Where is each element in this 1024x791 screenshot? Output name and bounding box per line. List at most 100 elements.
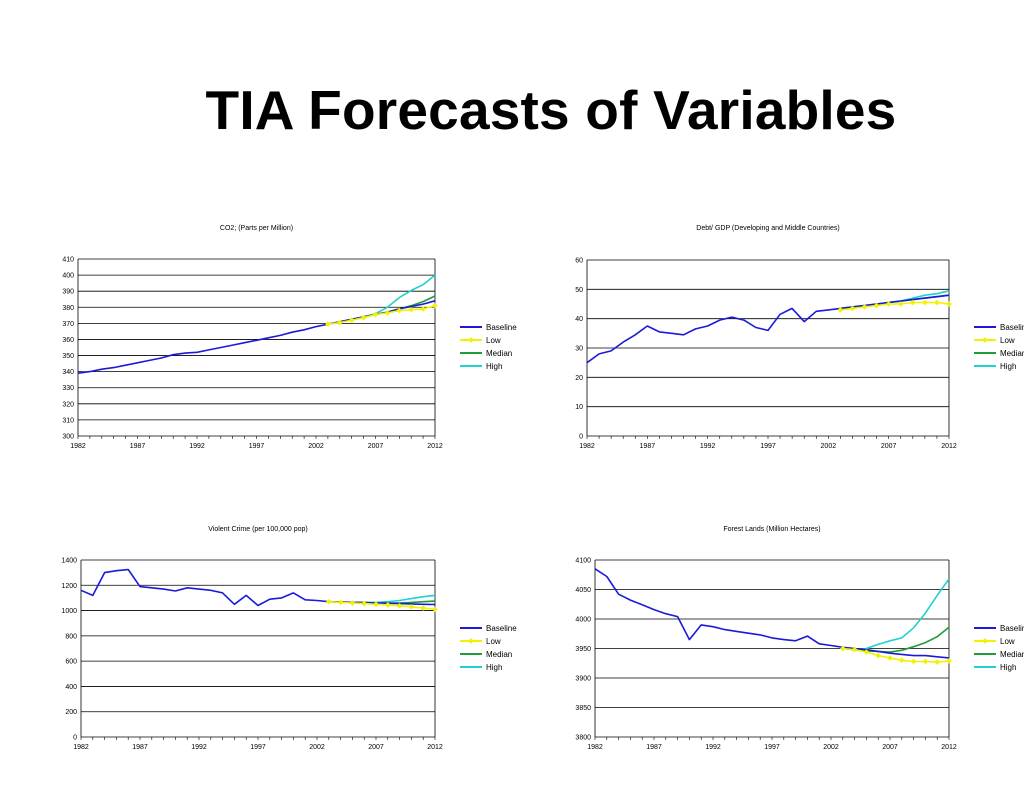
y-tick-label: 340 [62,369,74,376]
series-marker-low [909,299,916,306]
series-marker-low [898,657,905,664]
chart-title: Debt/ GDP (Developing and Middle Countri… [696,225,839,232]
series-marker-low [432,606,438,613]
series-line-baseline [594,568,843,649]
legend-label: High [486,663,502,672]
x-tick-label: 1987 [640,443,656,450]
y-tick-label: 1000 [61,608,77,615]
series-marker-low [922,299,928,306]
chart-forest-lands: Forest Lands (Million Hectares) 3800 3850 3… [560,521,1024,761]
legend-label: Baseline [486,323,517,332]
legend-label: Low [486,336,501,345]
chart-debt-gdp: Debt/ GDP (Developing and Middle Countri… [560,220,1024,460]
series-marker-low [837,307,844,313]
y-tick-label: 4050 [575,587,591,594]
chart-title: Violent Crime (per 100,000 pop) [208,526,307,533]
series-line-low [328,600,436,611]
x-tick-label: 1987 [132,744,148,751]
x-tick-label: 1992 [700,443,716,450]
series-marker-low [861,304,868,310]
y-tick-label: 360 [62,337,74,344]
y-tick-label: 400 [62,273,74,280]
y-tick-label: 200 [65,709,77,716]
legend-label: Median [486,349,512,358]
x-tick-label: 1992 [705,744,721,751]
legend-label: Median [1000,650,1024,659]
y-tick-label: 3950 [575,646,591,653]
slide-title: TIA Forecasts of Variables [205,79,897,141]
legend-label: Baseline [1000,624,1024,633]
series-line-low [327,304,436,325]
series-line-low [842,647,950,663]
y-tick-label: 310 [62,417,74,424]
legend-marker-low [982,337,988,343]
series-marker-low [839,645,846,652]
y-tick-label: 20 [575,375,583,382]
series-marker-low [384,602,391,608]
legend-marker-low [468,337,474,343]
x-tick-label: 2012 [941,443,957,450]
x-tick-label: 2002 [308,443,324,450]
y-tick-label: 300 [62,434,74,441]
y-tick-label: 600 [65,659,77,666]
legend-label: Median [1000,349,1024,358]
x-tick-label: 1982 [73,744,89,751]
y-tick-label: 410 [62,257,74,264]
y-tick-label: 3900 [575,676,591,683]
x-tick-label: 1992 [191,744,207,751]
y-tick-label: 40 [575,316,583,323]
y-tick-label: 1400 [61,558,77,565]
chart-violent-crime: Violent Crime (per 100,000 pop) 0 200 400 60… [48,521,538,761]
legend-marker-low [982,638,988,644]
y-tick-label: 380 [62,305,74,312]
legend-label: Median [486,650,512,659]
series-marker-low [325,598,332,605]
x-tick-label: 1982 [587,744,603,751]
legend-label: Low [1000,637,1015,646]
series-marker-low [946,301,952,307]
x-tick-label: 1997 [760,443,776,450]
legend-label: High [1000,362,1016,371]
series-line-baseline [840,294,950,310]
series-line-baseline [586,307,841,364]
y-tick-label: 3800 [575,735,591,742]
series-line-baseline [327,300,436,325]
series-line-high [327,274,436,325]
y-tick-label: 0 [579,434,583,441]
y-tick-label: 330 [62,385,74,392]
x-tick-label: 2007 [882,744,898,751]
x-tick-label: 1982 [579,443,595,450]
series-marker-low [325,321,331,327]
y-tick-label: 350 [62,353,74,360]
y-tick-label: 4100 [575,558,591,565]
legend-label: Low [1000,336,1015,345]
y-tick-label: 400 [65,684,77,691]
series-marker-low [875,652,882,659]
x-tick-label: 1997 [249,443,265,450]
series-marker-low [885,301,892,307]
series-marker-low [910,658,917,665]
series-marker-low [373,601,379,608]
y-tick-label: 30 [575,346,583,353]
series-marker-low [934,659,941,665]
x-tick-label: 2002 [309,744,325,751]
x-tick-label: 1987 [646,744,662,751]
y-tick-label: 60 [575,258,583,265]
legend-label: Baseline [1000,323,1024,332]
x-tick-label: 2002 [821,443,837,450]
y-tick-label: 320 [62,401,74,408]
series-marker-low [361,600,368,607]
series-marker-low [420,306,426,312]
series-line-baseline [80,568,329,607]
legend-marker-low [468,638,474,644]
series-marker-low [934,299,940,306]
x-tick-label: 1987 [130,443,146,450]
y-tick-label: 3850 [575,705,591,712]
x-tick-label: 2007 [368,744,384,751]
chart-title: Forest Lands (Million Hectares) [723,526,820,533]
y-tick-label: 4000 [575,617,591,624]
series-marker-low [337,599,344,606]
y-tick-label: 0 [73,735,77,742]
x-tick-label: 2007 [881,443,897,450]
series-line-baseline [842,646,950,659]
